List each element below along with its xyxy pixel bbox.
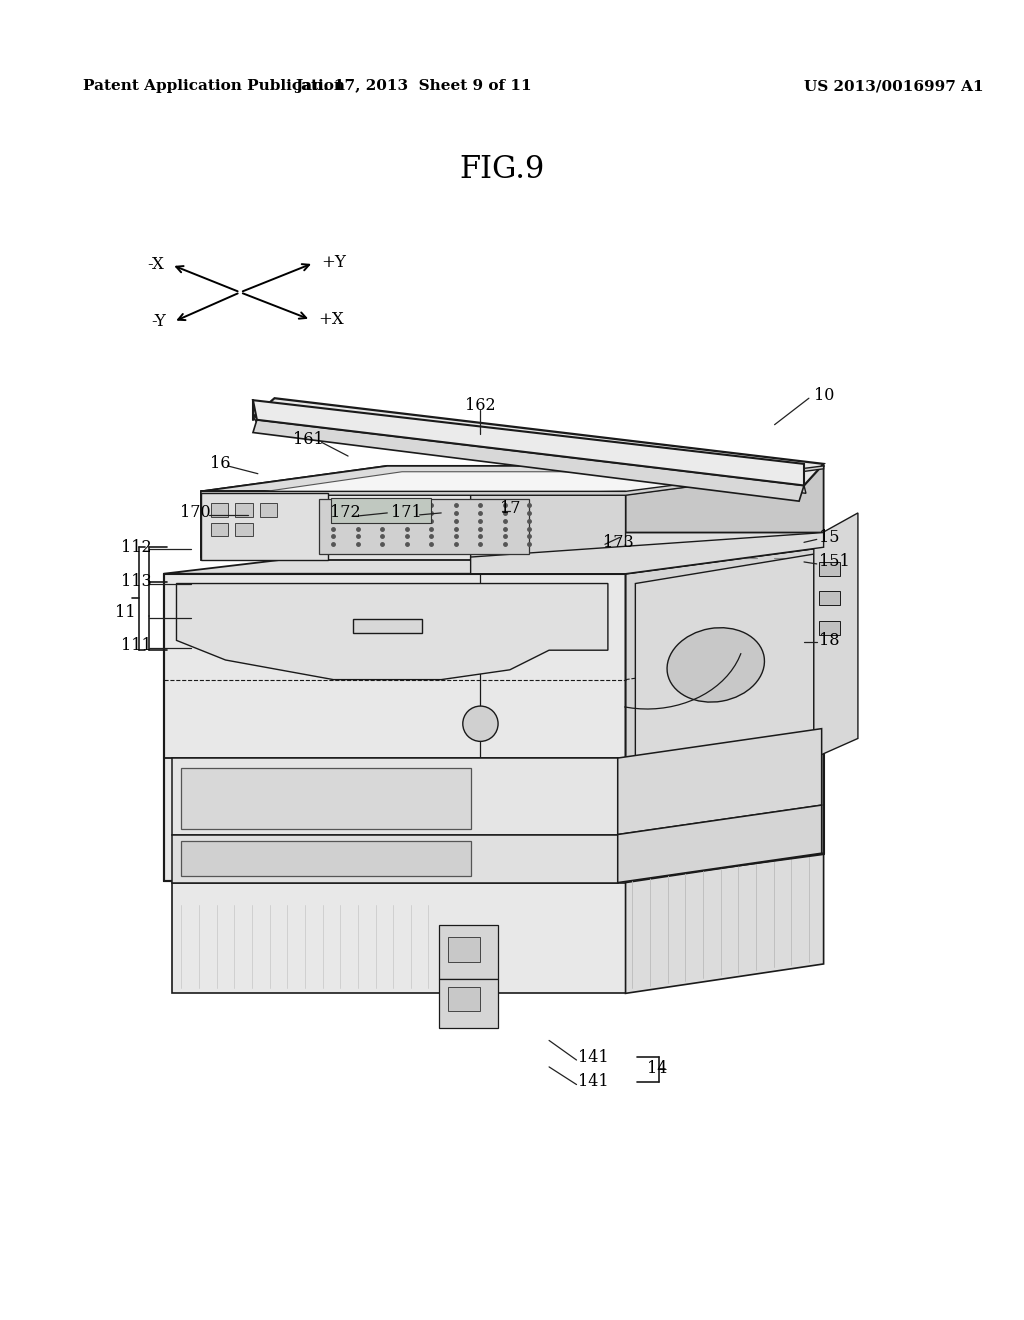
Polygon shape bbox=[201, 494, 471, 560]
Polygon shape bbox=[253, 417, 806, 494]
Polygon shape bbox=[617, 729, 821, 834]
Polygon shape bbox=[253, 420, 804, 502]
Text: Jan. 17, 2013  Sheet 9 of 11: Jan. 17, 2013 Sheet 9 of 11 bbox=[296, 79, 532, 94]
Text: +Y: +Y bbox=[322, 255, 346, 272]
Polygon shape bbox=[626, 466, 823, 557]
Polygon shape bbox=[318, 499, 529, 554]
Circle shape bbox=[463, 706, 498, 742]
Text: 18: 18 bbox=[819, 632, 840, 649]
Polygon shape bbox=[181, 841, 471, 875]
Text: 151: 151 bbox=[819, 553, 850, 570]
Text: US 2013/0016997 A1: US 2013/0016997 A1 bbox=[804, 79, 984, 94]
Polygon shape bbox=[176, 583, 608, 680]
Polygon shape bbox=[471, 532, 823, 574]
Polygon shape bbox=[253, 399, 823, 486]
Bar bbox=[439, 925, 498, 978]
Bar bbox=[441, 978, 496, 1018]
Text: -X: -X bbox=[146, 256, 164, 273]
Polygon shape bbox=[617, 805, 821, 883]
Bar bbox=[819, 620, 841, 635]
Text: 11: 11 bbox=[115, 605, 135, 622]
Polygon shape bbox=[449, 986, 480, 1011]
Text: 112: 112 bbox=[122, 539, 152, 556]
Polygon shape bbox=[626, 853, 823, 994]
Polygon shape bbox=[164, 548, 823, 574]
Ellipse shape bbox=[667, 628, 765, 702]
Polygon shape bbox=[172, 883, 626, 994]
Text: FIG.9: FIG.9 bbox=[460, 154, 545, 185]
Bar bbox=[441, 929, 496, 969]
Polygon shape bbox=[172, 758, 617, 834]
Bar bbox=[819, 591, 841, 605]
Polygon shape bbox=[164, 574, 626, 880]
Polygon shape bbox=[814, 513, 858, 758]
Polygon shape bbox=[332, 498, 431, 523]
Polygon shape bbox=[201, 466, 823, 495]
Bar bbox=[260, 503, 278, 517]
Polygon shape bbox=[225, 471, 806, 498]
Text: 141: 141 bbox=[579, 1048, 609, 1065]
Text: +X: +X bbox=[318, 312, 344, 329]
Text: 162: 162 bbox=[465, 396, 496, 413]
Polygon shape bbox=[201, 466, 823, 491]
Text: 10: 10 bbox=[814, 387, 835, 404]
Polygon shape bbox=[353, 619, 422, 632]
Polygon shape bbox=[471, 491, 626, 560]
Text: 171: 171 bbox=[391, 504, 422, 521]
Text: 16: 16 bbox=[210, 455, 230, 473]
Polygon shape bbox=[181, 768, 471, 829]
Bar bbox=[211, 523, 228, 536]
Polygon shape bbox=[471, 532, 823, 548]
Polygon shape bbox=[201, 491, 626, 557]
Text: 14: 14 bbox=[647, 1060, 668, 1077]
Text: 15: 15 bbox=[819, 529, 840, 546]
Polygon shape bbox=[449, 937, 480, 962]
Text: Patent Application Publication: Patent Application Publication bbox=[83, 79, 345, 94]
Polygon shape bbox=[626, 548, 823, 880]
Text: 17: 17 bbox=[500, 499, 520, 516]
Text: 113: 113 bbox=[121, 573, 152, 590]
Text: 172: 172 bbox=[330, 504, 360, 521]
Polygon shape bbox=[635, 554, 814, 777]
Text: 161: 161 bbox=[293, 430, 324, 447]
Bar bbox=[236, 503, 253, 517]
Bar bbox=[819, 562, 841, 576]
Text: 170: 170 bbox=[180, 504, 211, 521]
Polygon shape bbox=[201, 494, 329, 560]
Text: -Y: -Y bbox=[151, 313, 166, 330]
Bar bbox=[211, 503, 228, 517]
Text: 141: 141 bbox=[579, 1073, 609, 1090]
Bar bbox=[236, 523, 253, 536]
Bar bbox=[439, 978, 498, 1028]
Polygon shape bbox=[172, 834, 617, 883]
Text: 111: 111 bbox=[121, 636, 152, 653]
Text: 173: 173 bbox=[603, 533, 634, 550]
Polygon shape bbox=[253, 400, 804, 486]
